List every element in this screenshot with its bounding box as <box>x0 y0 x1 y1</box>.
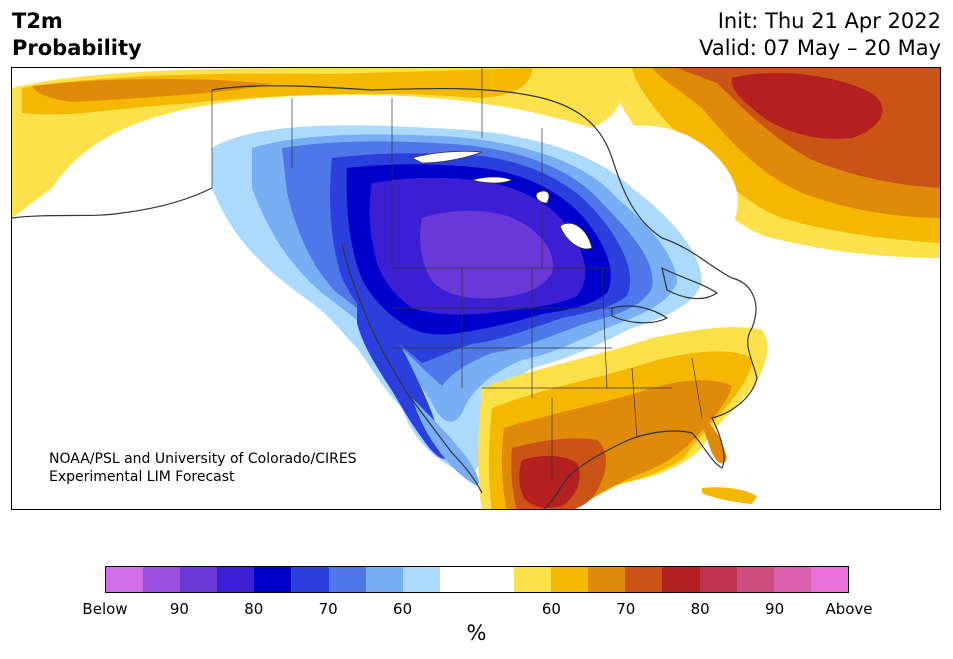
colorbar-swatch <box>439 567 477 592</box>
credit-text: NOAA/PSL and University of Colorado/CIRE… <box>49 450 357 486</box>
warm-area-florida <box>702 418 727 464</box>
colorbar-swatch <box>365 567 403 592</box>
colorbar-tick-label: 70 <box>616 600 636 618</box>
title-line-2: Probability <box>12 36 142 60</box>
colorbar-swatch <box>551 567 589 592</box>
colorbar-tick-label: 90 <box>765 600 785 618</box>
colorbar-tick-label: Below <box>82 600 128 618</box>
colorbar-tick-label: 80 <box>244 600 264 618</box>
colorbar-swatch <box>662 567 700 592</box>
map-frame <box>11 67 941 510</box>
valid-range: Valid: 07 May – 20 May <box>699 36 941 60</box>
colorbar-swatch <box>106 567 144 592</box>
colorbar-tick-label: Above <box>825 600 873 618</box>
colorbar-swatch <box>402 567 440 592</box>
lakes <box>410 150 593 250</box>
colorbar-swatch <box>699 567 737 592</box>
colorbar-swatch <box>773 567 811 592</box>
colorbar-tick-label: 60 <box>541 600 561 618</box>
cold-area-90 <box>420 210 553 299</box>
forecast-dates: Init: Thu 21 Apr 2022 Valid: 07 May – 20… <box>699 8 941 62</box>
warm-area-arctic-core <box>32 78 272 102</box>
colorbar-swatch <box>143 567 181 592</box>
warm-area-south-80 <box>519 455 580 508</box>
colorbar-units: % <box>466 621 487 645</box>
colorbar-labels: Below 90 80 70 60 60 70 80 90 Above <box>0 600 953 620</box>
credit-line-1: NOAA/PSL and University of Colorado/CIRE… <box>49 451 357 467</box>
colorbar-tick-label: 70 <box>318 600 338 618</box>
colorbar-swatch <box>625 567 663 592</box>
colorbar-swatch <box>254 567 292 592</box>
title-line-1: T2m <box>12 9 63 33</box>
init-date: Init: Thu 21 Apr 2022 <box>717 9 941 33</box>
colorbar-swatch <box>291 567 329 592</box>
probability-map <box>12 68 940 509</box>
colorbar-swatch <box>476 567 515 592</box>
coastlines <box>12 85 758 509</box>
colorbar-tick-label: 90 <box>169 600 189 618</box>
colorbar-swatch <box>328 567 366 592</box>
warm-area-arctic <box>12 68 621 218</box>
colorbar-tick-label: 60 <box>393 600 413 618</box>
credit-line-2: Experimental LIM Forecast <box>49 469 235 485</box>
warm-area-caribbean <box>702 487 757 504</box>
colorbar-swatch <box>810 567 848 592</box>
state-borders <box>211 68 703 478</box>
map-title: T2m Probability <box>12 8 142 62</box>
colorbar-swatch <box>736 567 774 592</box>
colorbar-tick-label: 80 <box>690 600 710 618</box>
colorbar-swatch <box>514 567 552 592</box>
colorbar-swatch <box>217 567 255 592</box>
colorbar-swatch <box>180 567 218 592</box>
warm-area-northeast-5 <box>731 73 883 139</box>
colorbar-swatch <box>588 567 626 592</box>
colorbar <box>105 566 849 593</box>
